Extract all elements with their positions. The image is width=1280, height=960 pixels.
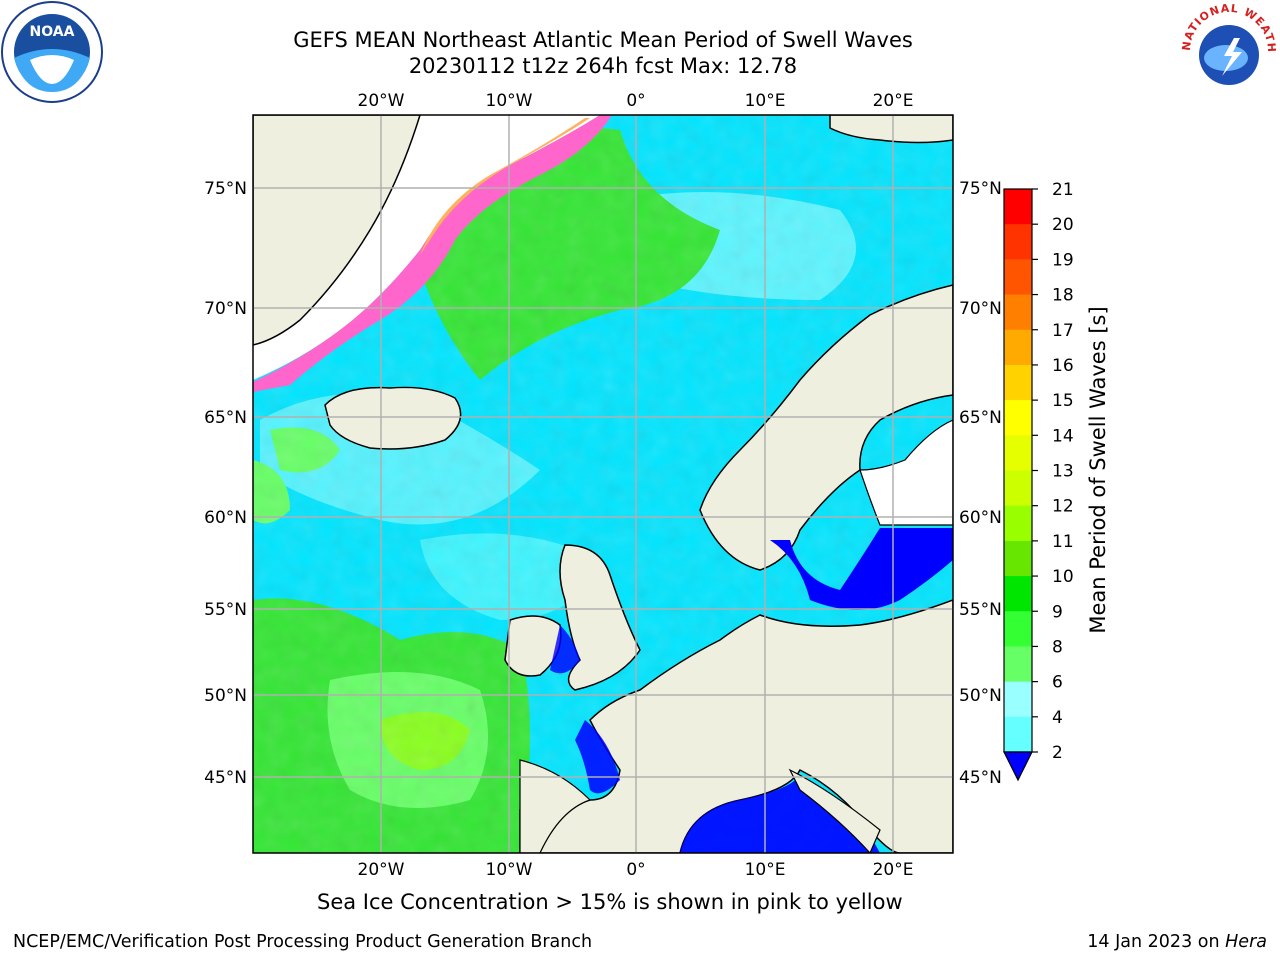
colorbar-tick-label: 20 [1052, 215, 1074, 235]
sea-ice-edge-pink [253, 115, 612, 392]
colorbar-segment [1004, 259, 1032, 296]
footer-credit: NCEP/EMC/Verification Post Processing Pr… [13, 932, 593, 952]
colorbar-tick-label: 11 [1052, 532, 1074, 552]
svalbard-land [829, 115, 953, 144]
colorbar-tick-label: 14 [1052, 426, 1074, 446]
noaa-logo-text: NOAA [30, 24, 75, 40]
colorbar-tick-label: 6 [1052, 673, 1063, 693]
colorbar: 21 20 19 18 17 16 15 14 13 12 11 10 9 8 6 4 2 [1003, 180, 1074, 782]
biscay-low-swell [575, 720, 620, 794]
lat-label: 55°N [204, 600, 247, 620]
map-frame [252, 114, 954, 854]
chart-title: GEFS MEAN Northeast Atlantic Mean Period… [293, 28, 913, 52]
colorbar-segment [1004, 329, 1032, 366]
italy-land [788, 768, 881, 853]
colorbar-tick-label: 4 [1052, 708, 1063, 728]
chart-subtitle: 20230112 t12z 264h fcst Max: 12.78 [408, 54, 798, 78]
colorbar-tick-label: 8 [1052, 637, 1063, 657]
colorbar-segment [1004, 646, 1032, 683]
lat-labels-left: 75°N 70°N 65°N 60°N 55°N 50°N 45°N [204, 179, 247, 788]
lat-label: 50°N [204, 686, 247, 706]
graticule [253, 115, 953, 853]
colorbar-tick-label: 17 [1052, 321, 1074, 341]
colorbar-segment [1004, 576, 1032, 612]
footer-host: Hera [1225, 932, 1267, 952]
colorbar-segment [1004, 470, 1032, 507]
lon-label: 10°E [745, 860, 786, 880]
lon-label: 0° [626, 91, 645, 111]
lat-label: 60°N [204, 508, 247, 528]
colorbar-segment [1004, 540, 1032, 577]
lon-label: 20°E [873, 860, 914, 880]
lat-label: 75°N [959, 179, 1002, 199]
gulf-bothnia-ice [859, 419, 953, 526]
colorbar-segment [1004, 294, 1032, 331]
lat-label: 65°N [204, 408, 247, 428]
colorbar-tick-label: 10 [1052, 567, 1074, 587]
lon-label: 10°W [486, 860, 533, 880]
noaa-logo: NOAA [1, 1, 103, 103]
colorbar-tick-label: 9 [1052, 602, 1063, 622]
lat-label: 45°N [204, 768, 247, 788]
colorbar-segment [1004, 716, 1032, 753]
colorbar-segment [1004, 400, 1032, 436]
lon-label: 20°E [873, 91, 914, 111]
colorbar-segment [1004, 681, 1032, 718]
sea-ice-note: Sea Ice Concentration > 15% is shown in … [317, 890, 903, 914]
colorbar-tick-label: 15 [1052, 391, 1074, 411]
footer-date-text: 14 Jan 2023 on [1087, 932, 1226, 952]
colorbar-label: Mean Period of Swell Waves [s] [1086, 306, 1110, 633]
lon-labels-bottom: 20°W 10°W 0° 10°E 20°E [358, 860, 914, 880]
colorbar-segment [1004, 364, 1032, 401]
lon-label: 0° [626, 860, 645, 880]
lat-label: 50°N [959, 686, 1002, 706]
colorbar-tick-label: 19 [1052, 250, 1074, 270]
footer-date: 14 Jan 2023 on Hera [1087, 932, 1267, 952]
colorbar-tick-label: 16 [1052, 356, 1074, 376]
colorbar-segment [1004, 435, 1032, 471]
lat-label: 75°N [204, 179, 247, 199]
colorbar-extend [1003, 751, 1033, 782]
lon-label: 10°E [745, 91, 786, 111]
lon-label: 20°W [358, 860, 405, 880]
lat-label: 70°N [204, 299, 247, 319]
europe-land [519, 599, 953, 853]
great-britain-land [559, 544, 641, 691]
lat-label: 60°N [959, 508, 1002, 528]
colorbar-tick-label: 12 [1052, 497, 1074, 517]
lon-labels-top: 20°W 10°W 0° 10°E 20°E [358, 91, 914, 111]
nws-logo: NATIONAL WEATHER SERVICE [1178, 0, 1278, 100]
colorbar-tick-label: 21 [1052, 180, 1074, 200]
colorbar-tick-label: 18 [1052, 286, 1074, 306]
lon-label: 10°W [486, 91, 533, 111]
lat-label: 55°N [959, 600, 1002, 620]
colorbar-tick-label: 13 [1052, 462, 1074, 482]
scandinavia-land [699, 284, 953, 571]
irish-sea-low-swell [550, 625, 580, 674]
lat-labels-right: 75°N 70°N 65°N 60°N 55°N 50°N 45°N [959, 179, 1002, 788]
greenland-land [253, 115, 421, 346]
iberia-land [519, 759, 592, 853]
lat-label: 45°N [959, 768, 1002, 788]
colorbar-segment [1004, 224, 1032, 260]
colorbar-tick-label: 2 [1052, 743, 1063, 763]
baltic-low-swell [770, 528, 953, 610]
map-area [253, 115, 953, 853]
lat-label: 65°N [959, 408, 1002, 428]
colorbar-segment [1004, 505, 1032, 542]
colorbar-segment [1004, 189, 1032, 225]
mediterranean-low-swell [680, 775, 880, 853]
lon-label: 20°W [358, 91, 405, 111]
colorbar-segment [1004, 611, 1032, 647]
lat-label: 70°N [959, 299, 1002, 319]
